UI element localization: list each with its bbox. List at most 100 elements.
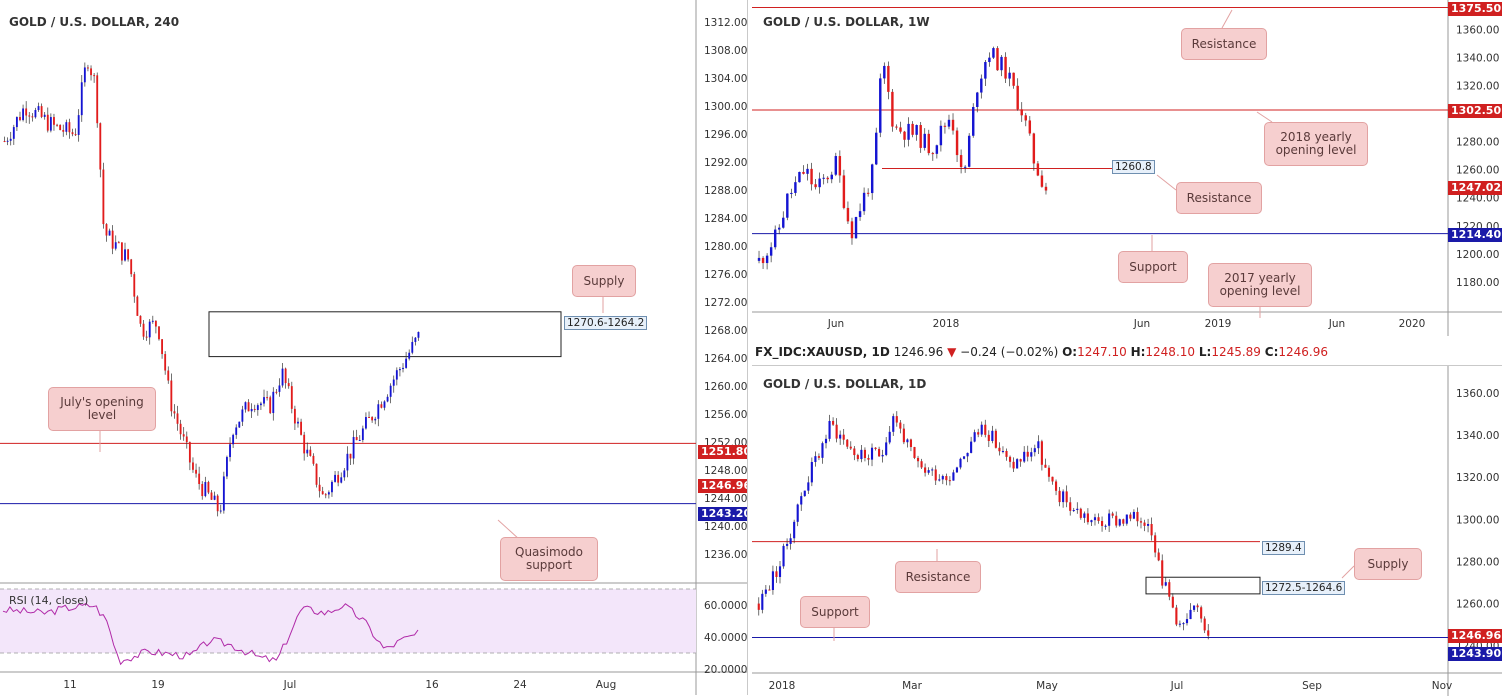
candle-body [834, 156, 838, 175]
h4-chart-svg: 1236.001240.001244.001248.001252.001256.… [0, 0, 747, 695]
candle-body [1019, 459, 1022, 462]
candle-body [216, 495, 219, 512]
candle-body [828, 420, 831, 439]
candle-body [43, 114, 46, 117]
candle-body [133, 274, 136, 297]
candle-body [80, 82, 83, 116]
candle-body [984, 62, 987, 79]
candle-body [232, 434, 235, 445]
candle-body [915, 125, 918, 135]
candle-body [863, 449, 867, 458]
candle-body [1037, 441, 1040, 449]
candle-body [870, 447, 874, 460]
candle-body [68, 122, 71, 133]
w1-y-tick-label: 1360.00 [1456, 24, 1499, 36]
candle-body [151, 320, 154, 322]
candle-body [881, 454, 884, 457]
candle-body [895, 126, 898, 128]
candle-body [970, 441, 973, 453]
d1-chart-panel[interactable]: 1240.001260.001280.001300.001320.001340.… [752, 365, 1502, 696]
candle-body [93, 75, 96, 77]
candle-body [1040, 175, 1044, 187]
candle-body [892, 416, 895, 432]
candle-body [1093, 517, 1097, 521]
candle-body [1203, 618, 1206, 631]
w1-last-price-tag: 1247.02 [1448, 181, 1502, 195]
candle-body [355, 437, 358, 441]
candle-body [340, 477, 343, 483]
candle-body [835, 424, 838, 439]
candle-body [775, 571, 778, 578]
candle-body [757, 603, 760, 610]
candle-body [1005, 450, 1008, 457]
d1-resistance-label: 1289.4 [1262, 541, 1305, 555]
d1-x-tick-label: 2018 [769, 680, 796, 692]
candle-body [839, 434, 842, 439]
d1-x-tick-label: Mar [902, 680, 922, 692]
d1-symbol-header: FX_IDC:XAUUSD, 1D 1246.96 ▼ −0.24 (−0.02… [755, 345, 1328, 359]
candle-body [789, 538, 792, 544]
candle-body [198, 473, 201, 485]
w1-resistance-label: 1260.8 [1112, 160, 1155, 174]
d1-chart-title: GOLD / U.S. DOLLAR, 1D [763, 377, 927, 391]
candle-body [374, 418, 377, 421]
w1-y-tick-label: 1200.00 [1456, 249, 1499, 261]
d1-y-tick-label: 1300.00 [1456, 514, 1499, 526]
h4-quasimodo-pointer [497, 519, 521, 541]
candle-body [782, 217, 785, 228]
candle-body [1024, 115, 1027, 121]
candle-body [229, 444, 231, 458]
candle-body [34, 110, 37, 118]
w1-chart-title: GOLD / U.S. DOLLAR, 1W [763, 15, 930, 29]
h4-y-tick-label: 1268.00 [704, 325, 747, 337]
candle-body [1118, 519, 1121, 526]
candle-body [1108, 513, 1111, 526]
candle-body [290, 386, 293, 409]
candle-body [269, 397, 272, 414]
h4-x-tick-label: Aug [596, 679, 617, 691]
h4-y-tick-label: 1296.00 [704, 129, 747, 141]
candle-body [164, 354, 167, 371]
candle-body [124, 249, 126, 261]
candle-body [822, 177, 825, 179]
candle-body [850, 221, 854, 239]
h4-y-tick-label: 1236.00 [704, 549, 747, 561]
candle-body [148, 321, 151, 338]
candle-body [127, 249, 130, 260]
candle-body [1000, 56, 1003, 71]
candle-body [192, 462, 194, 470]
h4-x-tick-label: Jul [283, 679, 297, 691]
candle-body [99, 123, 102, 170]
w1-x-tick-label: 2019 [1205, 318, 1232, 330]
candle-body [977, 432, 980, 435]
h4-july-open-note: July's opening level [48, 387, 156, 431]
candle-body [899, 127, 902, 132]
candle-body [768, 589, 771, 591]
h4-y-tick-label: 1276.00 [704, 269, 747, 281]
h4-supply-note: Supply [572, 265, 636, 297]
candle-body [343, 470, 346, 478]
candle-body [854, 217, 858, 239]
candle-body [1079, 508, 1082, 518]
rsi-y-tick-label: 40.0000 [704, 632, 747, 644]
w1-x-tick-label: Jun [1328, 318, 1345, 330]
candle-body [963, 166, 967, 168]
candle-body [765, 255, 769, 264]
candle-body [906, 439, 909, 443]
candle-body [1072, 510, 1075, 512]
candle-body [1150, 524, 1153, 536]
candle-body [142, 323, 145, 337]
h4-y-tick-label: 1264.00 [704, 353, 747, 365]
candle-body [1161, 560, 1164, 586]
candle-body [365, 417, 367, 429]
candle-body [1200, 607, 1203, 619]
candle-body [867, 457, 870, 460]
candle-body [272, 391, 275, 414]
h4-chart-panel[interactable]: 1236.00 1240.00 1244.00 1248.00 1252.00 1256.… [0, 0, 748, 695]
candle-body [259, 403, 262, 406]
candle-body [934, 469, 937, 481]
candle-body [22, 108, 25, 121]
w1-chart-panel[interactable]: 1180.00 1200.00 1220.00 1240.00 1260.00 1280.… [752, 0, 1502, 336]
candle-body [987, 434, 990, 442]
candle-body [1058, 490, 1061, 503]
